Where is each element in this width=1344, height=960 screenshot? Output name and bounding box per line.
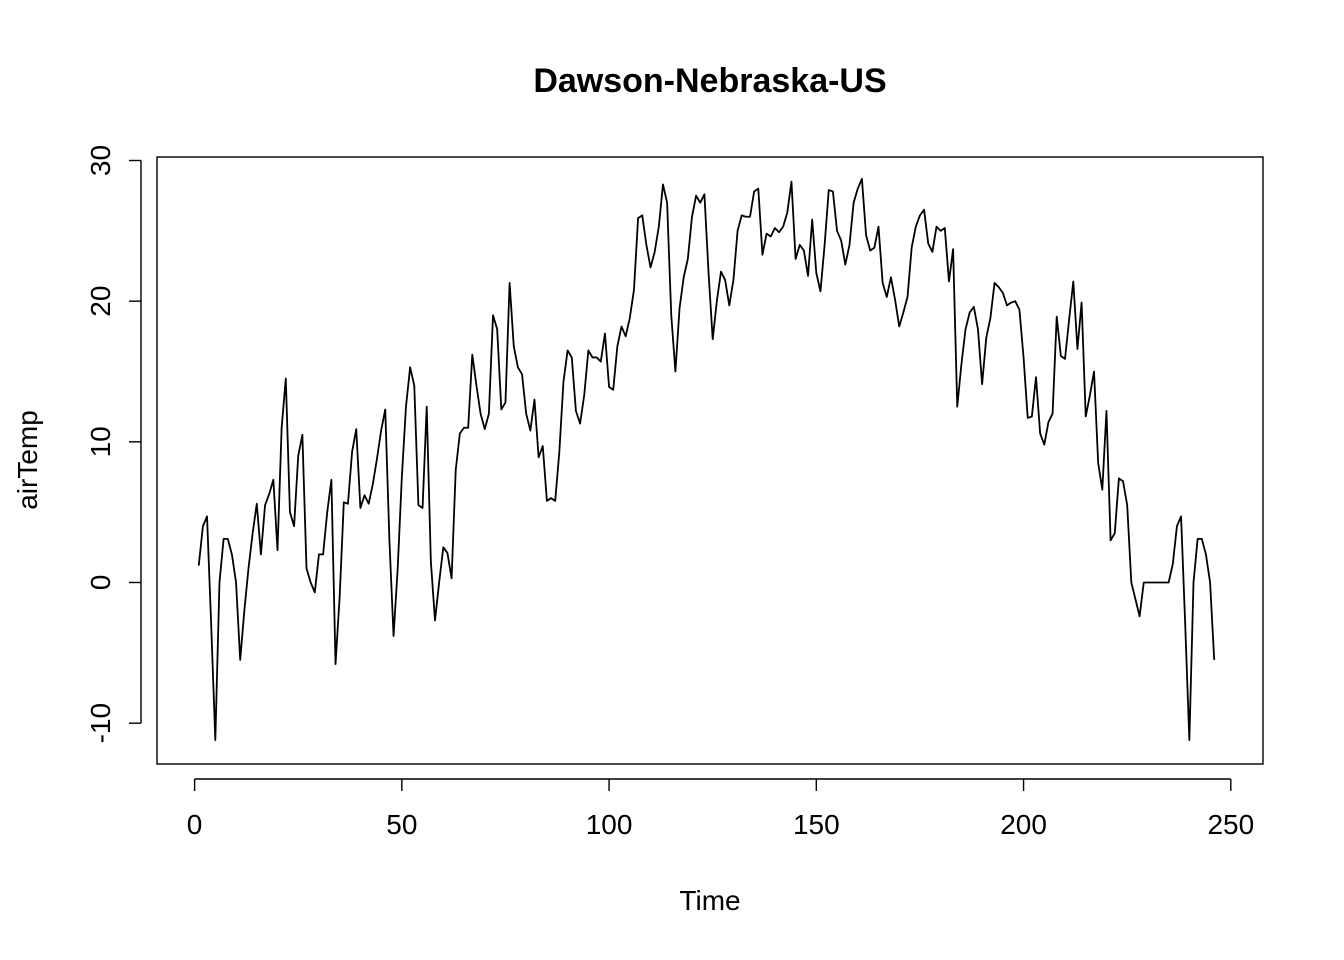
- series-line-1: [197, 177, 1216, 741]
- plot-area-box: [156, 156, 1264, 765]
- x-tick-label: 0: [187, 809, 203, 840]
- x-tick-label: 150: [793, 809, 840, 840]
- x-axis: 0 50 100 150 200 250: [187, 778, 1254, 840]
- y-tick-label: 20: [85, 286, 116, 317]
- x-tick-label: 100: [586, 809, 633, 840]
- chart-title: Dawson-Nebraska-US: [533, 62, 886, 100]
- y-tick-label: -10: [85, 703, 116, 743]
- x-axis-label: Time: [679, 885, 740, 916]
- x-tick-label: 200: [1000, 809, 1047, 840]
- y-tick-label: 30: [85, 145, 116, 176]
- series-group: [197, 177, 1216, 741]
- y-axis: -10 0 10 20 30: [85, 145, 142, 743]
- y-axis-label: airTemp: [12, 410, 43, 510]
- y-tick-label: 0: [85, 575, 116, 591]
- y-tick-label: 10: [85, 426, 116, 457]
- x-tick-label: 250: [1207, 809, 1254, 840]
- x-tick-label: 50: [386, 809, 417, 840]
